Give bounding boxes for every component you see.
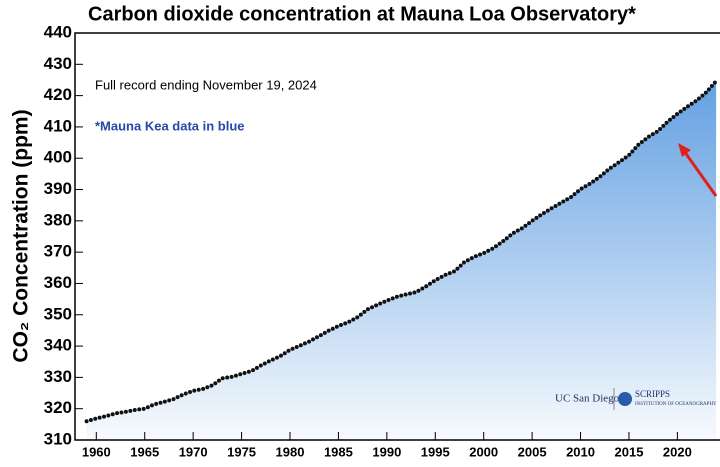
logo-text: INSTITUTION OF OCEANOGRAPHY bbox=[635, 402, 717, 407]
plot-area bbox=[84, 79, 719, 440]
y-tick-label: 350 bbox=[44, 304, 72, 323]
arrow-head bbox=[678, 143, 691, 157]
x-tick-label: 1985 bbox=[324, 444, 353, 459]
logo-text: SCRIPPS bbox=[635, 389, 670, 399]
y-tick-label: 370 bbox=[44, 242, 72, 261]
y-tick-label: 320 bbox=[44, 398, 72, 417]
y-tick-label: 330 bbox=[44, 367, 72, 386]
x-tick-label: 2015 bbox=[615, 444, 644, 459]
x-tick-label: 1990 bbox=[372, 444, 401, 459]
x-tick-label: 1995 bbox=[421, 444, 450, 459]
x-tick-label: 1980 bbox=[276, 444, 305, 459]
x-tick-label: 2020 bbox=[663, 444, 692, 459]
x-tick-label: 1960 bbox=[82, 444, 111, 459]
logo-text: UC San Diego bbox=[555, 393, 620, 405]
x-tick-label: 1970 bbox=[179, 444, 208, 459]
x-tick-label: 2005 bbox=[518, 444, 547, 459]
chart-title: Carbon dioxide concentration at Mauna Lo… bbox=[88, 3, 636, 25]
line bbox=[84, 79, 719, 424]
x-tick-label: 2000 bbox=[469, 444, 498, 459]
logo-icon bbox=[618, 392, 632, 406]
y-tick-label: 410 bbox=[44, 116, 72, 135]
annotation: *Mauna Kea data in blue bbox=[95, 118, 245, 133]
y-tick-label: 340 bbox=[44, 336, 72, 355]
y-tick-label: 430 bbox=[44, 54, 72, 73]
y-axis-label: CO₂ Concentration (ppm) bbox=[10, 109, 33, 362]
y-tick-label: 380 bbox=[44, 210, 72, 229]
arrow bbox=[682, 150, 718, 197]
y-tick-label: 310 bbox=[44, 429, 72, 448]
annotation: Full record ending November 19, 2024 bbox=[95, 77, 317, 92]
y-tick-label: 390 bbox=[44, 179, 72, 198]
x-tick-label: 1975 bbox=[227, 444, 256, 459]
y-tick-label: 420 bbox=[44, 85, 72, 104]
y-tick-label: 400 bbox=[44, 148, 72, 167]
y-tick-label: 360 bbox=[44, 273, 72, 292]
x-tick-label: 1965 bbox=[130, 444, 159, 459]
plot-frame bbox=[74, 32, 720, 441]
area bbox=[86, 81, 717, 440]
x-tick-label: 2010 bbox=[566, 444, 595, 459]
y-tick-label: 440 bbox=[44, 22, 72, 41]
